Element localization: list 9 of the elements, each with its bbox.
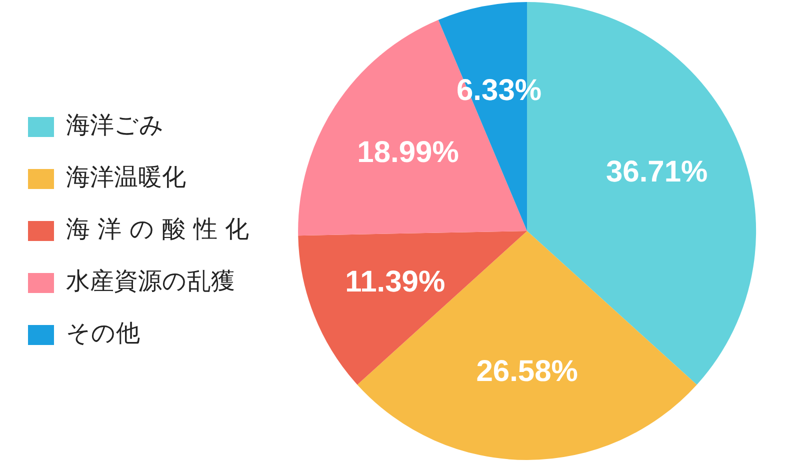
data-label: 36.71% xyxy=(606,156,708,189)
data-label: 11.39% xyxy=(345,266,446,299)
legend-label: その他 xyxy=(66,319,140,348)
data-label: 26.58% xyxy=(476,355,578,388)
data-label: 18.99% xyxy=(357,136,459,169)
legend-label: 海洋ごみ xyxy=(66,111,164,140)
legend-label: 海 洋 の 酸 性 化 xyxy=(66,215,250,244)
legend-label: 水産資源の乱獲 xyxy=(66,267,235,296)
legend-label: 海洋温暖化 xyxy=(66,163,186,192)
